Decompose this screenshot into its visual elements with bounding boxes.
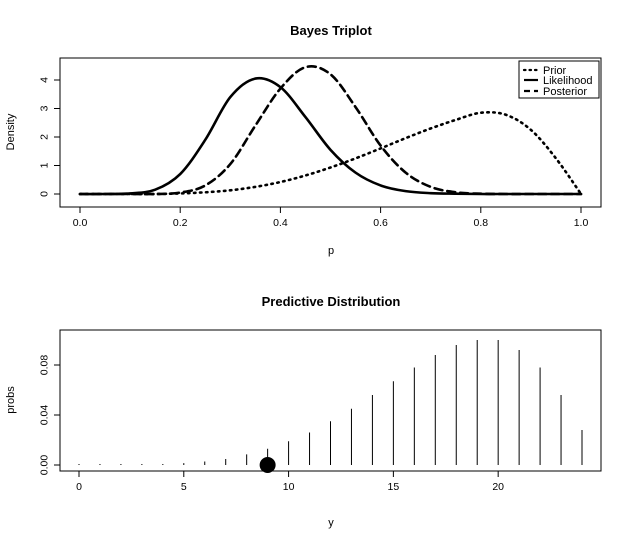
predictive-x-tick-label: 20 bbox=[492, 481, 504, 493]
triplot-y-tick-label: 4 bbox=[39, 77, 51, 83]
triplot-x-tick-label: 0.0 bbox=[73, 217, 88, 229]
predictive-x-tick-label: 0 bbox=[76, 481, 82, 493]
series-posterior-line bbox=[78, 65, 583, 196]
predictive-x-tick-label: 15 bbox=[388, 481, 400, 493]
predictive-x-axis: 0 5 10 15 20 bbox=[76, 470, 504, 493]
series-likelihood-line bbox=[78, 76, 583, 196]
legend-label-likelihood: Likelihood bbox=[543, 75, 593, 87]
predictive-y-tick-label: 0.00 bbox=[39, 455, 51, 476]
series-prior-line bbox=[78, 110, 583, 196]
triplot-panel: Bayes Triplot 0.0 0.2 0.4 0.6 0.8 1.0 0 1 2 3 4 p… bbox=[5, 23, 602, 257]
triplot-y-tick-label: 2 bbox=[39, 134, 51, 140]
triplot-x-axis: 0.0 0.2 0.4 0.6 0.8 1.0 bbox=[73, 206, 589, 229]
legend-label-prior: Prior bbox=[543, 65, 567, 77]
triplot-y-tick-label: 3 bbox=[39, 105, 51, 111]
triplot-y-axis: 0 1 2 3 4 bbox=[39, 77, 61, 197]
predictive-title: Predictive Distribution bbox=[262, 294, 401, 309]
predictive-panel: Predictive Distribution 0 5 10 15 20 0.000.0… bbox=[5, 294, 602, 529]
triplot-x-tick-label: 0.8 bbox=[473, 217, 488, 229]
predictive-x-label: y bbox=[328, 517, 334, 529]
predictive-y-tick-label: 0.08 bbox=[39, 355, 51, 376]
predictive-x-tick-label: 5 bbox=[181, 481, 187, 493]
triplot-x-tick-label: 0.4 bbox=[273, 217, 288, 229]
legend-label-posterior: Posterior bbox=[543, 86, 587, 98]
triplot-y-tick-label: 0 bbox=[39, 191, 51, 197]
predictive-y-axis: 0.00 0.04 0.08 bbox=[39, 355, 61, 476]
predictive-x-tick-label: 10 bbox=[283, 481, 295, 493]
observed-point-marker bbox=[259, 457, 276, 473]
predictive-bars bbox=[78, 340, 583, 473]
triplot-title: Bayes Triplot bbox=[290, 23, 372, 38]
triplot-x-tick-label: 0.6 bbox=[373, 217, 388, 229]
triplot-legend: Prior Likelihood Posterior bbox=[518, 60, 600, 99]
triplot-series bbox=[78, 65, 583, 196]
triplot-y-label: Density bbox=[5, 113, 17, 150]
triplot-x-tick-label: 0.2 bbox=[173, 217, 188, 229]
predictive-y-tick-label: 0.04 bbox=[39, 405, 51, 426]
predictive-y-label: probs bbox=[5, 386, 17, 414]
triplot-x-tick-label: 1.0 bbox=[574, 217, 589, 229]
triplot-x-label: p bbox=[328, 245, 334, 257]
triplot-y-tick-label: 1 bbox=[39, 162, 51, 168]
